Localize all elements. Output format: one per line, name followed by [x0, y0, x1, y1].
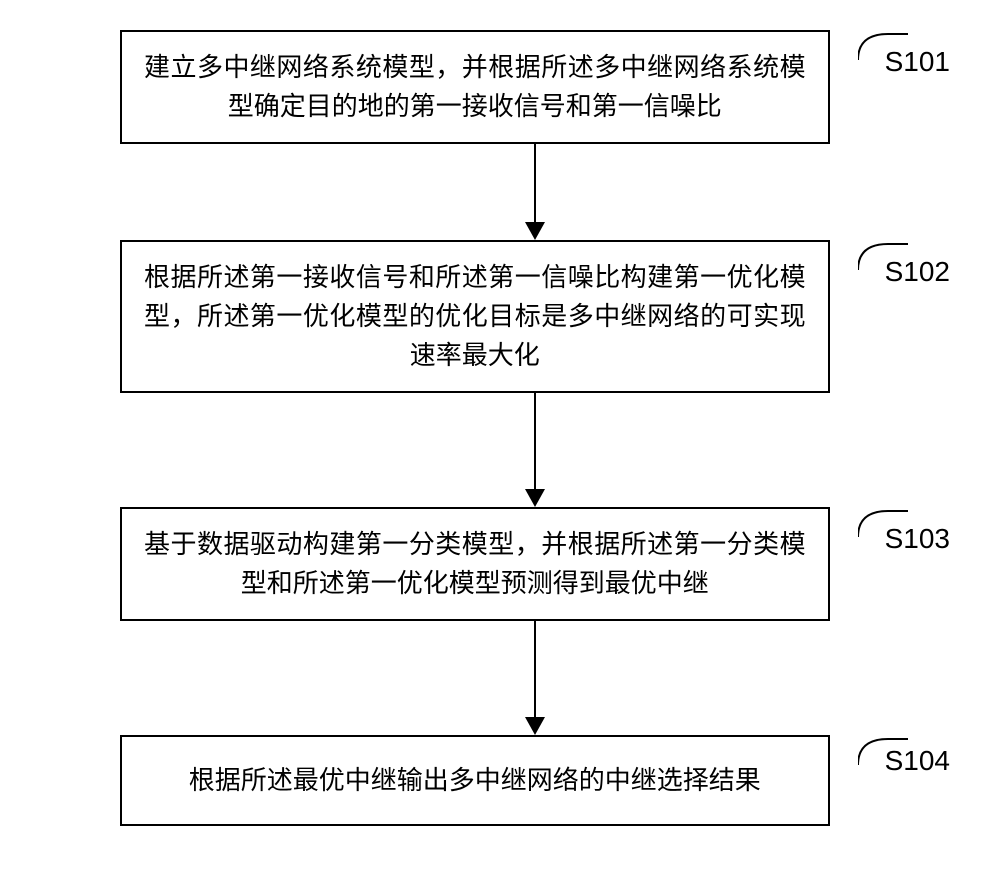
arrow-head-3	[525, 717, 545, 735]
step-label-s101: S101	[885, 46, 950, 78]
step-label-s103: S103	[885, 523, 950, 555]
step-label-s104: S104	[885, 745, 950, 777]
step-box-s104: 根据所述最优中继输出多中继网络的中继选择结果	[120, 735, 830, 826]
step-row-1: 建立多中继网络系统模型，并根据所述多中继网络系统模型确定目的地的第一接收信号和第…	[50, 30, 950, 144]
arrow-line-1	[534, 144, 536, 222]
step-text-s102: 根据所述第一接收信号和所述第一信噪比构建第一优化模型，所述第一优化模型的优化目标…	[144, 262, 806, 370]
flowchart-container: 建立多中继网络系统模型，并根据所述多中继网络系统模型确定目的地的第一接收信号和第…	[50, 30, 950, 826]
step-text-s101: 建立多中继网络系统模型，并根据所述多中继网络系统模型确定目的地的第一接收信号和第…	[144, 52, 806, 121]
arrow-head-2	[525, 489, 545, 507]
arrow-2	[165, 393, 905, 507]
step-label-s102: S102	[885, 256, 950, 288]
step-box-s103: 基于数据驱动构建第一分类模型，并根据所述第一分类模型和所述第一优化模型预测得到最…	[120, 507, 830, 621]
step-text-s103: 基于数据驱动构建第一分类模型，并根据所述第一分类模型和所述第一优化模型预测得到最…	[144, 529, 806, 598]
step-box-s102: 根据所述第一接收信号和所述第一信噪比构建第一优化模型，所述第一优化模型的优化目标…	[120, 240, 830, 393]
step-row-2: 根据所述第一接收信号和所述第一信噪比构建第一优化模型，所述第一优化模型的优化目标…	[50, 240, 950, 393]
arrow-head-1	[525, 222, 545, 240]
arrow-1	[165, 144, 905, 240]
arrow-line-3	[534, 621, 536, 717]
arrow-line-2	[534, 393, 536, 489]
step-box-s101: 建立多中继网络系统模型，并根据所述多中继网络系统模型确定目的地的第一接收信号和第…	[120, 30, 830, 144]
arrow-3	[165, 621, 905, 735]
step-row-3: 基于数据驱动构建第一分类模型，并根据所述第一分类模型和所述第一优化模型预测得到最…	[50, 507, 950, 621]
step-row-4: 根据所述最优中继输出多中继网络的中继选择结果 S104	[50, 735, 950, 826]
step-text-s104: 根据所述最优中继输出多中继网络的中继选择结果	[189, 765, 761, 795]
